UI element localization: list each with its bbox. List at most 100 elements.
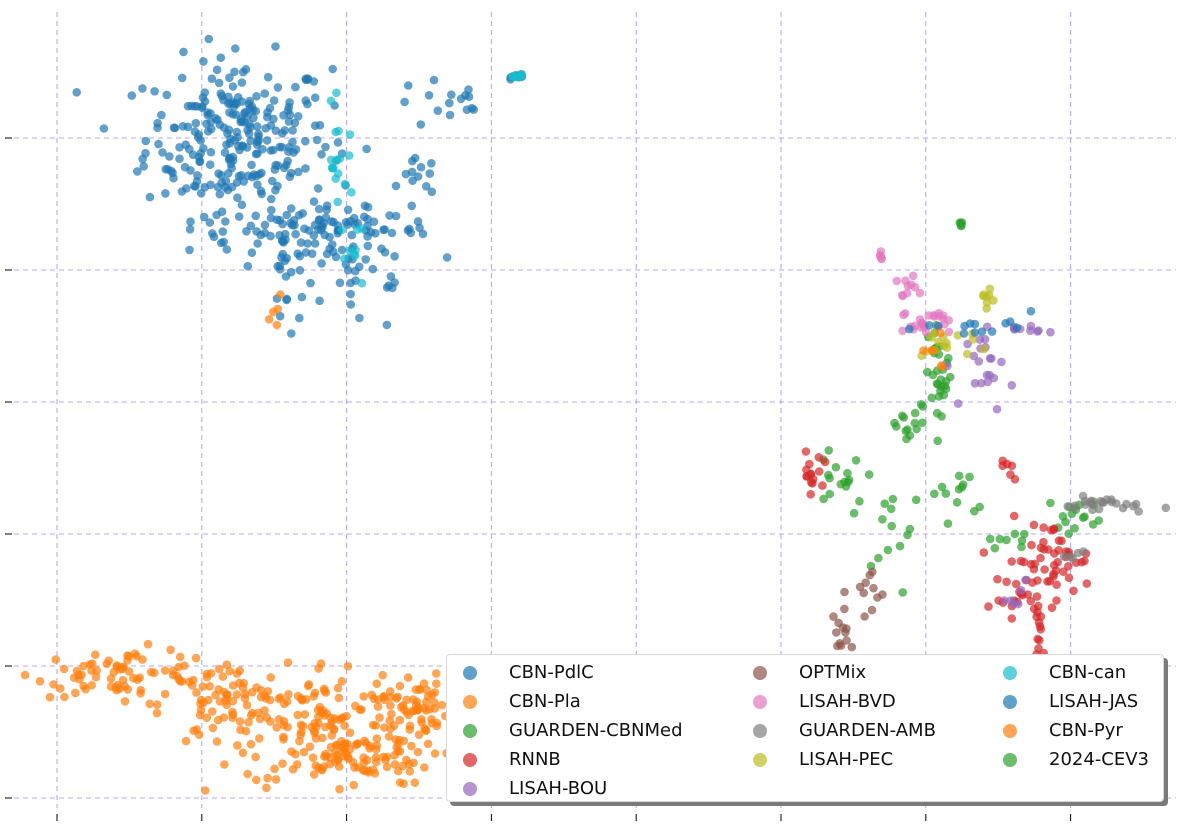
data-point [1026, 559, 1036, 569]
legend-swatch-icon [753, 723, 767, 738]
data-point [192, 688, 201, 697]
data-point [266, 673, 276, 682]
data-point [224, 99, 233, 108]
data-point [293, 112, 303, 121]
data-point [327, 731, 337, 740]
data-point [215, 189, 225, 199]
legend: CBN-PdlC OPTMix CBN-can CBN-Pla LISAH-BV… [446, 654, 1164, 802]
data-point [167, 166, 176, 176]
data-point [222, 690, 231, 699]
data-point [310, 93, 320, 102]
data-point [325, 759, 335, 769]
data-point [375, 713, 384, 722]
data-point [146, 667, 156, 677]
data-point [254, 734, 264, 743]
legend-swatch-icon [753, 665, 767, 680]
data-point [260, 220, 270, 230]
data-point [288, 765, 298, 774]
data-point [892, 276, 902, 286]
data-point [218, 672, 228, 681]
legend-item: CBN-Pla [463, 687, 753, 716]
series-lisah-bvd [875, 247, 954, 337]
data-point [427, 718, 437, 728]
data-point [234, 171, 244, 181]
data-point [315, 296, 324, 306]
data-point [277, 142, 287, 152]
data-point [903, 530, 912, 540]
data-point [204, 34, 214, 44]
data-point [91, 650, 100, 659]
data-point [867, 605, 877, 615]
data-point [141, 136, 151, 146]
data-point [382, 320, 392, 330]
data-point [420, 763, 429, 772]
data-point [985, 284, 995, 294]
data-point [20, 670, 30, 680]
data-point [338, 713, 347, 722]
data-point [347, 230, 357, 240]
data-point [1040, 565, 1049, 574]
data-point [340, 179, 350, 189]
legend-swatch-icon [463, 665, 477, 680]
data-point [188, 150, 198, 160]
data-point [249, 113, 258, 123]
data-point [359, 692, 369, 701]
data-point [242, 700, 252, 710]
data-point [393, 766, 403, 776]
data-point [181, 736, 191, 746]
data-point [959, 329, 969, 338]
data-point [840, 587, 849, 597]
data-point [1020, 529, 1029, 539]
data-point [267, 194, 276, 204]
data-point [424, 91, 434, 100]
data-point [281, 272, 291, 281]
data-point [801, 447, 811, 456]
legend-item: LISAH-BVD [753, 687, 1003, 716]
data-point [829, 612, 838, 621]
data-point [308, 753, 318, 762]
data-point [1082, 579, 1092, 588]
series-2024-cev3 [927, 379, 951, 403]
data-point [842, 636, 851, 645]
data-point [71, 688, 80, 698]
data-point [386, 272, 396, 281]
data-point [918, 418, 927, 428]
data-point [334, 126, 343, 136]
data-point [928, 346, 937, 356]
data-point [979, 548, 989, 557]
data-point [345, 246, 355, 255]
data-point [379, 692, 389, 701]
data-point [331, 174, 341, 183]
data-point [270, 764, 279, 774]
data-point [214, 78, 224, 88]
data-point [886, 504, 896, 514]
data-point [1002, 535, 1011, 545]
data-point [508, 72, 517, 82]
data-point [873, 593, 882, 602]
data-point [814, 467, 824, 476]
data-point [343, 752, 353, 761]
data-point [301, 74, 311, 84]
data-point [228, 156, 238, 165]
data-point [325, 232, 334, 242]
data-point [318, 706, 328, 715]
data-point [241, 107, 250, 117]
data-point [306, 278, 315, 288]
data-point [232, 690, 242, 699]
data-point [386, 724, 395, 733]
data-point [350, 266, 360, 276]
data-point [113, 680, 122, 690]
data-point [818, 481, 827, 490]
data-point [339, 743, 349, 752]
data-point [224, 169, 233, 178]
data-point [880, 499, 889, 509]
data-point [1011, 579, 1021, 589]
data-point [1039, 523, 1048, 532]
data-point [253, 239, 262, 248]
data-point [175, 652, 185, 662]
data-point [899, 310, 908, 320]
data-point [91, 672, 101, 682]
data-point [223, 185, 233, 195]
data-point [1122, 499, 1131, 509]
data-point [165, 152, 174, 161]
